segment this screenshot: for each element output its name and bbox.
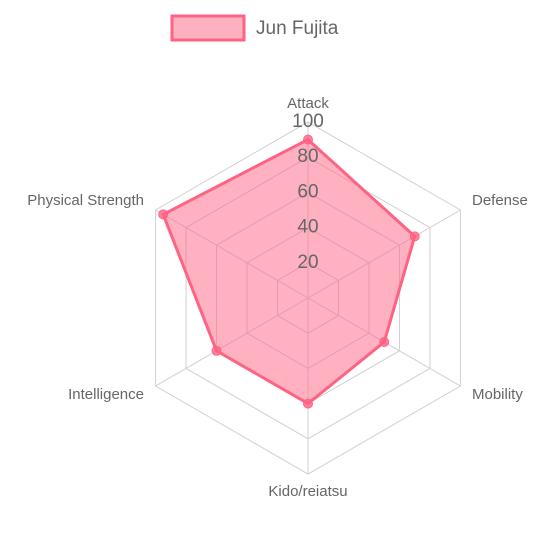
data-point <box>379 337 390 347</box>
data-point <box>303 398 313 409</box>
legend-swatch <box>170 14 246 42</box>
r-tick-label: 40 <box>297 217 318 238</box>
r-tick-label: 80 <box>297 146 318 167</box>
category-label: Intelligence <box>68 386 144 403</box>
data-point <box>409 231 420 242</box>
category-label: Attack <box>287 95 329 112</box>
r-tick-label: 60 <box>297 181 318 202</box>
r-tick-label: 100 <box>292 111 324 132</box>
data-point <box>158 209 169 220</box>
category-label: Mobility <box>472 386 523 403</box>
category-label: Kido/reiatsu <box>268 483 347 500</box>
r-tick-label: 20 <box>297 252 318 273</box>
legend-label: Jun Fujita <box>256 18 339 39</box>
data-point <box>211 345 222 356</box>
data-point <box>303 134 313 145</box>
category-label: Physical Strength <box>27 192 144 209</box>
category-label: Defense <box>472 192 528 209</box>
